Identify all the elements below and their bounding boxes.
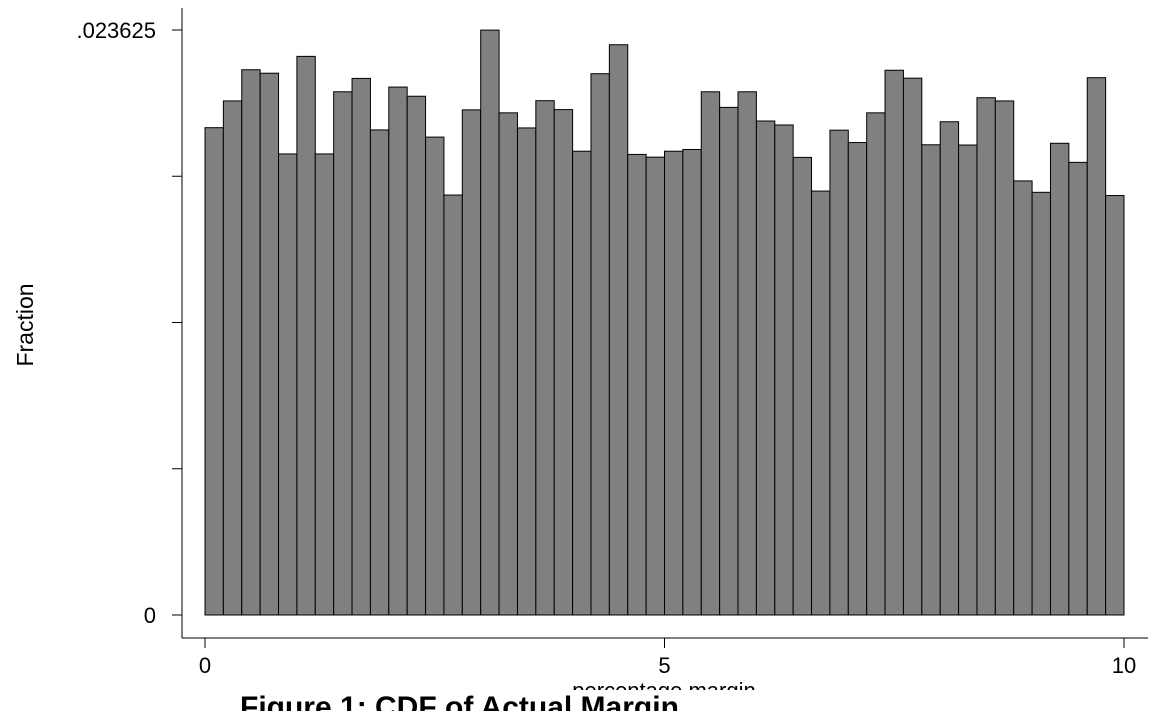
histogram-bar (847, 142, 868, 616)
histogram-bar (811, 190, 831, 616)
x-tick-label: 5 (658, 653, 670, 678)
histogram-bar (333, 91, 353, 616)
histogram-bar (425, 136, 445, 616)
histogram-bar (866, 112, 886, 616)
histogram-bar (700, 91, 721, 616)
histogram-bar (314, 153, 335, 616)
bars-group (204, 29, 1125, 616)
y-axis: 0 .023625 (76, 8, 183, 638)
histogram-bar (958, 144, 978, 616)
y-tick-label: 0 (144, 603, 156, 628)
x-tick-label: 0 (199, 653, 211, 678)
histogram-bar (296, 55, 316, 616)
histogram-bar (480, 29, 500, 616)
histogram-bar (921, 144, 941, 616)
histogram-bar (278, 153, 298, 616)
histogram-bar (222, 100, 243, 616)
histogram-bar (719, 106, 739, 616)
histogram-bar (351, 77, 371, 616)
histogram-bar (608, 44, 629, 616)
histogram-bar (1105, 195, 1125, 616)
histogram-bar (516, 127, 537, 616)
histogram-bar (388, 86, 408, 616)
histogram-bar (682, 148, 702, 616)
histogram-bar (737, 91, 757, 616)
histogram-bar (553, 109, 574, 616)
histogram-bar (1068, 161, 1088, 616)
figure-caption-text: Figure 1: CDF of Actual Margin (240, 691, 679, 711)
histogram-bar (406, 95, 427, 616)
histogram-bar (994, 100, 1015, 616)
x-tick-label: 10 (1112, 653, 1136, 678)
histogram-bar (1049, 142, 1070, 616)
histogram-bar (976, 97, 996, 616)
histogram-bar (1086, 77, 1107, 616)
histogram-bar (535, 100, 555, 616)
histogram-bar (369, 129, 390, 616)
histogram-bar (572, 150, 592, 616)
histogram-bar (461, 109, 482, 616)
histogram-bar (1031, 191, 1051, 616)
histogram-bar (498, 112, 518, 616)
histogram-bar (645, 156, 665, 616)
histogram-bar (884, 69, 904, 616)
histogram-bar (590, 73, 610, 616)
y-tick-label: .023625 (76, 18, 156, 43)
histogram-bar (443, 194, 463, 616)
y-axis-label: Fraction (12, 283, 38, 366)
x-axis: 0 5 10 (182, 637, 1148, 678)
histogram-bar (1013, 180, 1033, 616)
histogram-bar (259, 72, 280, 616)
histogram-bar (204, 127, 224, 616)
histogram-bar (829, 129, 849, 616)
histogram-bar (627, 153, 647, 616)
histogram-bar (241, 69, 261, 616)
histogram-bar (902, 77, 923, 616)
histogram-bar (792, 156, 813, 616)
histogram-bar (755, 120, 776, 616)
histogram-bar (664, 150, 684, 616)
figure-caption-cropped: Figure 1: CDF of Actual Margin (0, 686, 1151, 711)
histogram-bar (939, 121, 960, 616)
histogram-bar (774, 124, 794, 616)
